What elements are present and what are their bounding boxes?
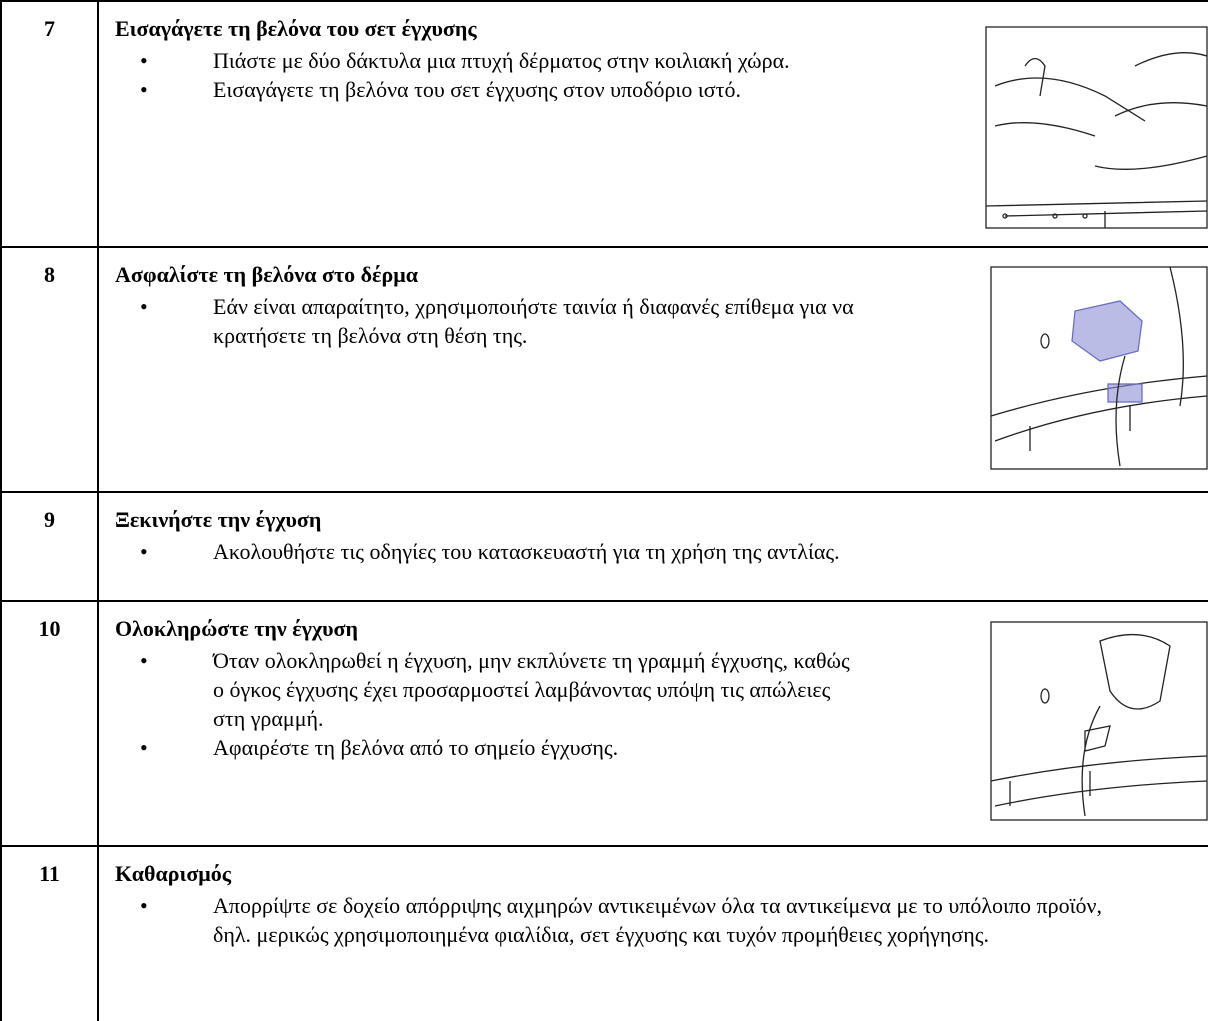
step-number: 7 <box>0 2 99 246</box>
bullet-list: Ακολουθήστε τις οδηγίες του κατασκευαστή… <box>115 537 1115 566</box>
bullet-list: Πιάστε με δύο δάκτυλα μια πτυχή δέρματος… <box>115 46 860 104</box>
illustration-remove-needle <box>990 621 1208 821</box>
step-number: 9 <box>0 493 99 600</box>
step-title: Ασφαλίστε τη βελόνα στο δέρμα <box>115 262 418 287</box>
bullet-item: Πιάστε με δύο δάκτυλα μια πτυχή δέρματος… <box>115 46 860 75</box>
step-number: 10 <box>0 602 99 845</box>
bullet-item: Ακολουθήστε τις οδηγίες του κατασκευαστή… <box>115 537 1115 566</box>
bullet-list: Εάν είναι απαραίτητο, χρησιμοποιήστε ται… <box>115 292 860 350</box>
step-number: 11 <box>0 847 99 1021</box>
step-row: 10 Ολοκληρώστε την έγχυση Όταν ολοκληρωθεί… <box>0 600 1208 845</box>
bullet-item: Εάν είναι απαραίτητο, χρησιμοποιήστε ται… <box>115 292 860 350</box>
illustration-insert-needle <box>985 26 1208 229</box>
step-title: Ολοκληρώστε την έγχυση <box>115 616 358 641</box>
bullet-item: Απορρίψτε σε δοχείο απόρριψης αιχμηρών α… <box>115 891 1115 949</box>
step-row: 7 Εισαγάγετε τη βελόνα του σετ έγχυσης Πιά… <box>0 0 1208 246</box>
bullet-item: Όταν ολοκληρωθεί η έγχυση, μην εκπλύνετε… <box>115 646 860 733</box>
bullet-item: Αφαιρέστε τη βελόνα από το σημείο έγχυση… <box>115 733 860 762</box>
step-number: 8 <box>0 248 99 491</box>
step-title: Καθαρισμός <box>115 861 232 886</box>
step-row: 8 Ασφαλίστε τη βελόνα στο δέρμα Εάν είναι … <box>0 246 1208 491</box>
step-row: 9 Ξεκινήστε την έγχυση Ακολουθήστε τις οδη… <box>0 491 1208 600</box>
bullet-item: Εισαγάγετε τη βελόνα του σετ έγχυσης στο… <box>115 75 860 104</box>
illustration-secure-needle <box>990 266 1208 470</box>
step-title: Εισαγάγετε τη βελόνα του σετ έγχυσης <box>115 16 477 41</box>
bullet-list: Όταν ολοκληρωθεί η έγχυση, μην εκπλύνετε… <box>115 646 860 762</box>
step-row: 11 Καθαρισμός Απορρίψτε σε δοχείο απόρριψη… <box>0 845 1208 1021</box>
step-title: Ξεκινήστε την έγχυση <box>115 507 322 532</box>
bullet-list: Απορρίψτε σε δοχείο απόρριψης αιχμηρών α… <box>115 891 1115 949</box>
